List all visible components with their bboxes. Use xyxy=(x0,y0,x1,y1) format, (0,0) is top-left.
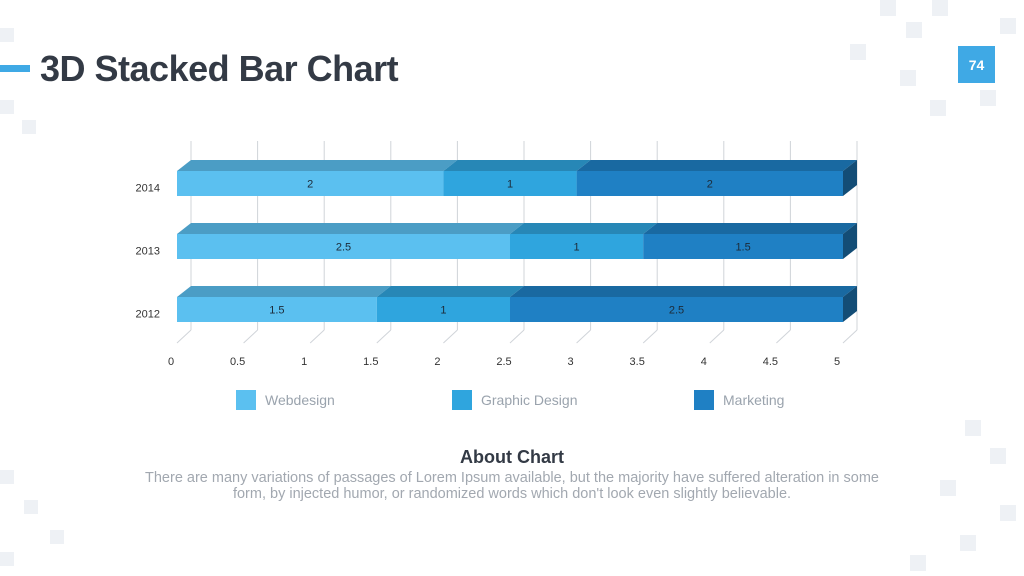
bar-segment-top xyxy=(510,286,857,297)
bar-segment xyxy=(177,234,510,259)
x-tick-label: 3.5 xyxy=(630,356,645,368)
decor-square xyxy=(880,0,896,16)
decor-square xyxy=(932,0,948,16)
data-label: 2 xyxy=(307,179,313,191)
legend-item-webdesign: Webdesign xyxy=(236,390,335,410)
x-tick-label: 0.5 xyxy=(230,356,245,368)
data-label: 2.5 xyxy=(669,305,684,317)
bar-segment-top xyxy=(177,223,524,234)
gridline-foot xyxy=(776,329,791,344)
y-category-label: 2013 xyxy=(136,246,160,258)
gridline-foot xyxy=(709,329,725,344)
decor-square xyxy=(965,420,981,436)
decor-square xyxy=(910,555,926,571)
decor-square xyxy=(24,500,38,514)
decor-square xyxy=(0,28,14,42)
decor-square xyxy=(22,120,36,134)
x-tick-label: 3 xyxy=(568,356,574,368)
about-chart-heading: About Chart xyxy=(460,447,564,467)
gridline-foot xyxy=(309,329,325,344)
page-number-badge: 74 xyxy=(958,46,995,83)
bar-segment-side xyxy=(843,223,857,259)
bar-segment xyxy=(177,171,444,196)
decor-square xyxy=(0,470,14,484)
y-category-label: 2012 xyxy=(136,309,160,321)
decor-square xyxy=(0,552,14,566)
decor-square xyxy=(940,480,956,496)
legend-label-graphic-design: Graphic Design xyxy=(481,392,578,408)
data-label: 2.5 xyxy=(336,242,351,254)
legend-swatch-webdesign xyxy=(236,390,256,410)
bar-segment-top xyxy=(177,160,458,171)
gridline-foot xyxy=(642,329,658,344)
legend-item-marketing: Marketing xyxy=(694,390,784,410)
bar-segment xyxy=(177,297,377,322)
bar-segment-top xyxy=(443,160,591,171)
x-tick-label: 4 xyxy=(701,356,707,368)
x-tick-label: 0 xyxy=(168,356,174,368)
data-label: 1.5 xyxy=(735,242,750,254)
bar-segment xyxy=(510,234,644,259)
data-label: 2 xyxy=(707,179,713,191)
gridline-foot xyxy=(576,329,591,344)
bar-segment-side xyxy=(843,160,857,196)
legend-label-marketing: Marketing xyxy=(723,392,785,408)
decor-square xyxy=(850,44,866,60)
data-label: 1.5 xyxy=(269,305,284,317)
bar-segment xyxy=(443,171,577,196)
bar-segment-side xyxy=(843,286,857,322)
bar-segment-top xyxy=(510,223,658,234)
bar-segment-top xyxy=(643,223,857,234)
legend-item-graphic-design: Graphic Design xyxy=(452,390,578,410)
data-label: 1 xyxy=(440,305,446,317)
about-chart-text: There are many variations of passages of… xyxy=(145,470,879,502)
decor-square xyxy=(900,70,916,86)
bar-segment xyxy=(643,234,843,259)
legend-swatch-graphic-design xyxy=(452,390,472,410)
data-label: 1 xyxy=(574,242,580,254)
x-tick-label: 4.5 xyxy=(763,356,778,368)
title-accent-bar xyxy=(0,65,30,72)
x-tick-label: 1.5 xyxy=(363,356,378,368)
x-tick-label: 2.5 xyxy=(496,356,511,368)
legend-swatch-marketing xyxy=(694,390,714,410)
bar-segment-top xyxy=(376,286,524,297)
decor-square xyxy=(1000,505,1016,521)
decor-square xyxy=(0,100,14,114)
gridline-foot xyxy=(176,329,192,344)
bar-segment-top xyxy=(576,160,857,171)
gridline-foot xyxy=(509,329,525,344)
bar-segment xyxy=(576,171,843,196)
decor-square xyxy=(50,530,64,544)
x-tick-label: 1 xyxy=(301,356,307,368)
gridline-foot xyxy=(376,329,392,344)
decor-square xyxy=(1000,18,1016,34)
decor-square xyxy=(980,90,996,106)
gridline-foot xyxy=(443,329,458,344)
bar-segment xyxy=(376,297,510,322)
bar-segment-top xyxy=(177,286,391,297)
x-tick-label: 5 xyxy=(834,356,840,368)
x-tick-label: 2 xyxy=(434,356,440,368)
decor-square xyxy=(990,448,1006,464)
legend-label-webdesign: Webdesign xyxy=(265,392,335,408)
bar-segment xyxy=(510,297,843,322)
gridline-foot xyxy=(243,329,258,344)
decor-square xyxy=(960,535,976,551)
y-category-label: 2014 xyxy=(136,183,160,195)
decor-square xyxy=(930,100,946,116)
decor-square xyxy=(906,22,922,38)
data-label: 1 xyxy=(507,179,513,191)
gridline-foot xyxy=(842,329,858,344)
slide-title: 3D Stacked Bar Chart xyxy=(40,48,399,89)
